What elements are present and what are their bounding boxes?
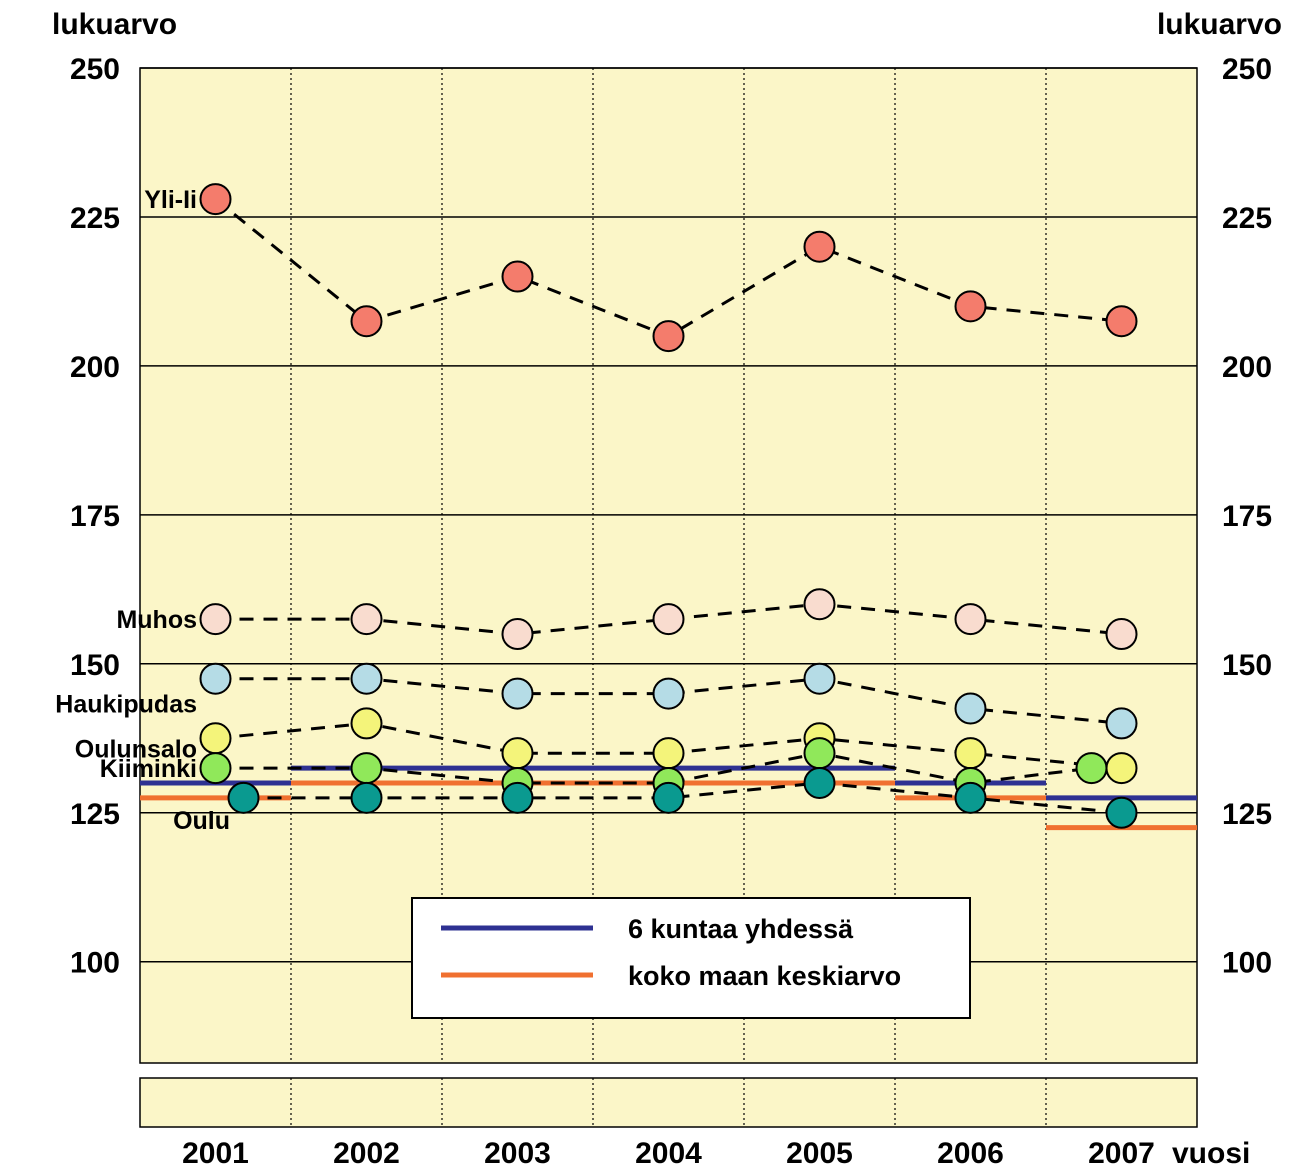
grid	[139, 67, 1198, 1128]
point-0-1	[350, 305, 383, 338]
y-tick-left-150: 150	[70, 649, 120, 682]
point-3-6	[1105, 752, 1138, 785]
y-tick-right-200: 200	[1222, 351, 1272, 384]
point-2-2	[501, 677, 534, 710]
y-tick-right-225: 225	[1222, 202, 1272, 235]
point-5-5	[954, 781, 987, 814]
left-axis-title: lukuarvo	[52, 8, 177, 41]
series-label-5: Oulu	[173, 807, 230, 835]
y-tick-right-125: 125	[1222, 798, 1272, 831]
right-axis-title: lukuarvo	[1157, 8, 1282, 41]
point-2-6	[1105, 707, 1138, 740]
point-5-0	[227, 781, 260, 814]
point-0-2	[501, 260, 534, 293]
x-tick-2005: 2005	[786, 1137, 853, 1170]
x-axis-unit: vuosi	[1172, 1137, 1250, 1170]
point-5-2	[501, 781, 534, 814]
point-1-2	[501, 618, 534, 651]
point-2-0	[199, 662, 232, 695]
point-1-4	[803, 588, 836, 621]
point-2-4	[803, 662, 836, 695]
y-tick-right-100: 100	[1222, 947, 1272, 980]
point-2-1	[350, 662, 383, 695]
axes: lukuarvo lukuarvo vuosi 100 100 125 125 150 1…	[52, 8, 1282, 1170]
point-0-6	[1105, 305, 1138, 338]
y-tick-right-175: 175	[1222, 500, 1272, 533]
x-tick-2002: 2002	[333, 1137, 400, 1170]
point-1-0	[199, 603, 232, 636]
legend-box	[411, 897, 971, 1019]
plot-frame	[139, 67, 1198, 1064]
x-tick-2004: 2004	[635, 1137, 702, 1170]
point-3-1	[350, 707, 383, 740]
point-3-5	[954, 737, 987, 770]
y-tick-right-250: 250	[1222, 53, 1272, 86]
y-tick-left-100: 100	[70, 947, 120, 980]
y-tick-left-250: 250	[70, 53, 120, 86]
series-label-4: Kiiminki	[100, 755, 197, 783]
point-3-0	[199, 722, 232, 755]
point-1-6	[1105, 618, 1138, 651]
point-0-5	[954, 290, 987, 323]
y-tick-left-125: 125	[70, 798, 120, 831]
x-tick-2006: 2006	[937, 1137, 1004, 1170]
y-tick-right-150: 150	[1222, 649, 1272, 682]
point-3-2	[501, 737, 534, 770]
x-tick-2003: 2003	[484, 1137, 551, 1170]
legend-label-0: 6 kuntaa yhdessä	[628, 914, 854, 944]
series-label-0: Yli-Ii	[144, 186, 197, 214]
point-5-4	[803, 766, 836, 799]
point-5-1	[350, 781, 383, 814]
point-2-3	[652, 677, 685, 710]
legend: 6 kuntaa yhdessä koko maan keskiarvo	[411, 897, 971, 1019]
point-0-4	[803, 230, 836, 263]
series-label-3: Oulunsalo	[75, 735, 197, 763]
point-4-0	[199, 752, 232, 785]
point-4-4	[803, 737, 836, 770]
bottom-strip-background	[140, 1078, 1197, 1127]
point-1-3	[652, 603, 685, 636]
point-2-5	[954, 692, 987, 725]
y-tick-left-175: 175	[70, 500, 120, 533]
point-4-6	[1075, 752, 1108, 785]
y-tick-left-200: 200	[70, 351, 120, 384]
legend-label-1: koko maan keskiarvo	[628, 961, 901, 991]
point-3-3	[652, 737, 685, 770]
x-tick-2007: 2007	[1088, 1137, 1155, 1170]
point-4-1	[350, 752, 383, 785]
point-1-5	[954, 603, 987, 636]
point-5-6	[1105, 796, 1138, 829]
point-1-1	[350, 603, 383, 636]
series-label-1: Muhos	[116, 606, 197, 634]
series-label-2: Haukipudas	[55, 691, 197, 719]
point-5-3	[652, 781, 685, 814]
strip-frame	[139, 1077, 1198, 1128]
point-0-3	[652, 320, 685, 353]
y-tick-left-225: 225	[70, 202, 120, 235]
point-0-0	[199, 183, 232, 216]
x-tick-2001: 2001	[182, 1137, 249, 1170]
